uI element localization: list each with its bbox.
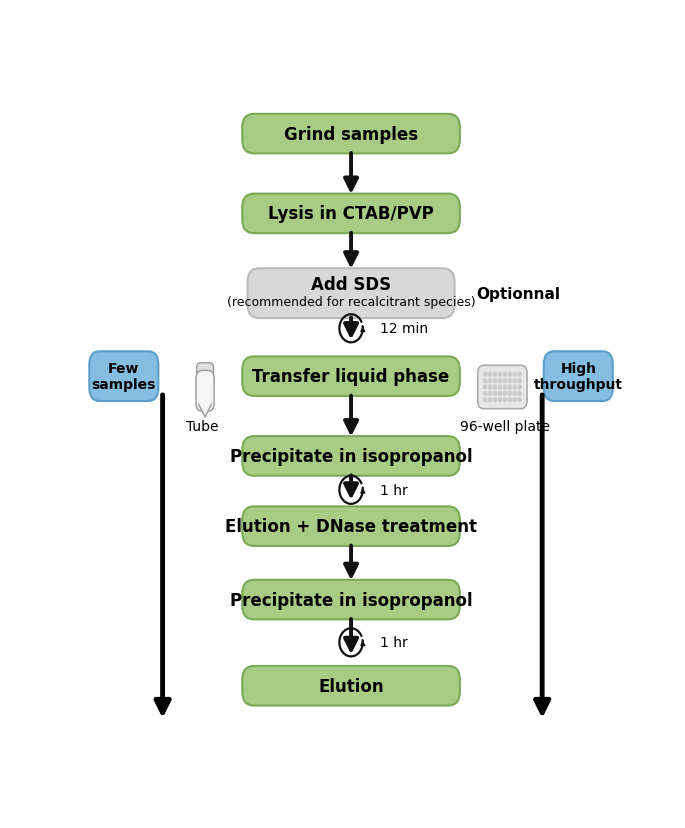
Circle shape	[488, 379, 492, 383]
Circle shape	[493, 373, 497, 377]
Text: Elution + DNase treatment: Elution + DNase treatment	[225, 518, 477, 536]
Circle shape	[513, 386, 516, 389]
Circle shape	[484, 386, 487, 389]
Text: High
throughput: High throughput	[534, 362, 623, 392]
Circle shape	[498, 386, 501, 389]
Circle shape	[498, 398, 501, 402]
Circle shape	[488, 398, 492, 402]
Circle shape	[503, 379, 506, 383]
Circle shape	[493, 392, 497, 396]
Circle shape	[513, 379, 516, 383]
Circle shape	[488, 392, 492, 396]
Text: (recommended for recalcitrant species): (recommended for recalcitrant species)	[227, 296, 475, 309]
FancyBboxPatch shape	[477, 366, 527, 409]
Text: 12 min: 12 min	[380, 322, 428, 336]
Text: Tube: Tube	[186, 420, 219, 433]
FancyBboxPatch shape	[197, 363, 214, 377]
Text: Elution: Elution	[319, 677, 384, 695]
Circle shape	[488, 373, 492, 377]
Circle shape	[503, 386, 506, 389]
Circle shape	[508, 386, 511, 389]
FancyBboxPatch shape	[242, 436, 460, 476]
Text: Add SDS: Add SDS	[311, 275, 391, 293]
Circle shape	[518, 373, 521, 377]
Text: 96-well plate: 96-well plate	[460, 420, 550, 433]
Text: 1 hr: 1 hr	[380, 484, 408, 497]
Circle shape	[493, 386, 497, 389]
FancyBboxPatch shape	[242, 667, 460, 705]
Text: Lysis in CTAB/PVP: Lysis in CTAB/PVP	[269, 205, 434, 223]
Circle shape	[518, 392, 521, 396]
Circle shape	[518, 386, 521, 389]
FancyBboxPatch shape	[544, 352, 613, 402]
Circle shape	[508, 392, 511, 396]
Text: Few
samples: Few samples	[92, 362, 156, 392]
Text: Grind samples: Grind samples	[284, 125, 418, 143]
Circle shape	[503, 398, 506, 402]
Circle shape	[498, 379, 501, 383]
FancyBboxPatch shape	[247, 269, 455, 319]
Circle shape	[508, 398, 511, 402]
Text: Precipitate in isopropanol: Precipitate in isopropanol	[229, 447, 473, 465]
Circle shape	[484, 392, 487, 396]
Circle shape	[513, 392, 516, 396]
Circle shape	[518, 398, 521, 402]
Circle shape	[513, 398, 516, 402]
FancyBboxPatch shape	[242, 114, 460, 154]
FancyBboxPatch shape	[242, 580, 460, 619]
Circle shape	[513, 373, 516, 377]
Circle shape	[508, 373, 511, 377]
FancyBboxPatch shape	[242, 195, 460, 233]
Polygon shape	[199, 405, 212, 417]
FancyBboxPatch shape	[242, 357, 460, 397]
Circle shape	[503, 392, 506, 396]
FancyBboxPatch shape	[196, 371, 214, 412]
Circle shape	[518, 379, 521, 383]
Circle shape	[493, 379, 497, 383]
FancyBboxPatch shape	[89, 352, 158, 402]
Text: Transfer liquid phase: Transfer liquid phase	[253, 368, 449, 386]
Circle shape	[484, 373, 487, 377]
FancyBboxPatch shape	[242, 507, 460, 546]
Circle shape	[488, 386, 492, 389]
Text: 1 hr: 1 hr	[380, 636, 408, 649]
Circle shape	[484, 398, 487, 402]
Circle shape	[498, 392, 501, 396]
Circle shape	[508, 379, 511, 383]
Circle shape	[498, 373, 501, 377]
Text: Precipitate in isopropanol: Precipitate in isopropanol	[229, 591, 473, 609]
Text: Optionnal: Optionnal	[476, 286, 560, 301]
Circle shape	[493, 398, 497, 402]
Circle shape	[484, 379, 487, 383]
Circle shape	[503, 373, 506, 377]
